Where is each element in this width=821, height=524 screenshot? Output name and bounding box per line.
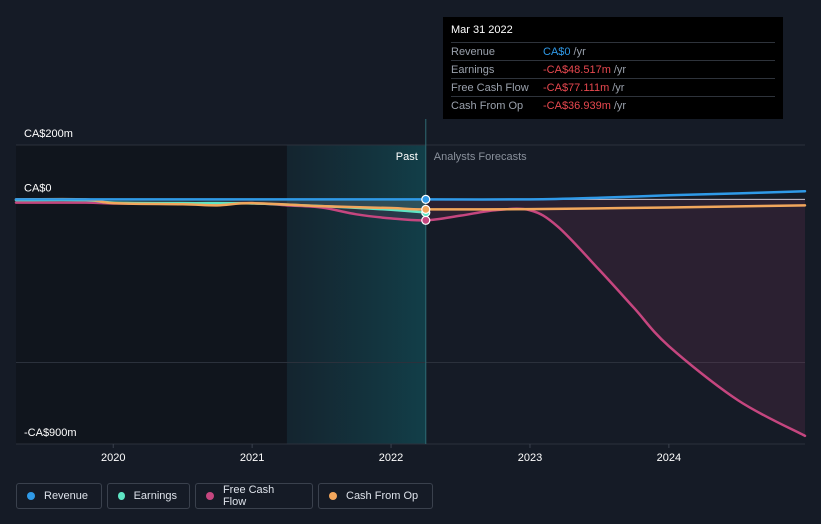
revenue-marker <box>421 194 431 204</box>
revenue-line <box>14 189 807 201</box>
x-tick-label: 2023 <box>518 452 542 464</box>
legend-item-free-cash-flow[interactable]: Free Cash Flow <box>195 483 313 509</box>
past-highlight-region <box>286 145 426 444</box>
tooltip-row-value: -CA$36.939m <box>543 99 611 112</box>
tooltip-row-unit: /yr <box>613 99 627 112</box>
legend-item-revenue[interactable]: Revenue <box>16 483 102 509</box>
tooltip-row-free-cash-flow: Free Cash Flow -CA$77.111m /yr <box>451 78 775 96</box>
tooltip-row-unit: /yr <box>573 45 586 58</box>
legend-dot-free-cash-flow <box>206 492 214 500</box>
tooltip-row-unit: /yr <box>613 63 627 76</box>
tooltip-row-label: Revenue <box>451 45 496 58</box>
tooltip-row-label: Cash From Op <box>451 99 524 112</box>
tooltip-row-earnings: Earnings -CA$48.517m /yr <box>451 60 775 78</box>
tooltip-row-label: Free Cash Flow <box>451 81 529 94</box>
legend-item-earnings[interactable]: Earnings <box>107 483 190 509</box>
y-tick-label: -CA$900m <box>24 427 77 439</box>
tooltip-row-cash-from-op: Cash From Op -CA$36.939m /yr <box>451 96 775 114</box>
tooltip-row-value: -CA$48.517m <box>543 63 611 76</box>
tooltip: Mar 31 2022 Revenue CA$0 /yr Earnings -C… <box>443 17 783 119</box>
forecast-label: Analysts Forecasts <box>434 151 527 163</box>
x-tick-label: 2024 <box>657 452 681 464</box>
legend-item-cash-from-op[interactable]: Cash From Op <box>318 483 433 509</box>
free-cash-flow-marker <box>421 215 431 225</box>
tooltip-row-unit: /yr <box>612 81 625 94</box>
past-dark-region <box>16 145 287 444</box>
legend-dot-cash-from-op <box>329 492 337 500</box>
tooltip-row-revenue: Revenue CA$0 /yr <box>451 42 775 60</box>
legend-label: Cash From Op <box>346 490 419 502</box>
y-tick-label: CA$0 <box>24 182 52 194</box>
tooltip-row-value: CA$0 <box>543 45 571 58</box>
x-tick-label: 2021 <box>240 452 264 464</box>
tooltip-date: Mar 31 2022 <box>451 24 513 36</box>
free-cash-flow-area <box>16 199 805 436</box>
past-label: Past <box>396 151 418 163</box>
legend-label: Free Cash Flow <box>222 484 275 508</box>
cash-from-op-marker <box>421 204 431 215</box>
cash-from-op-line <box>14 197 807 211</box>
x-tick-label: 2020 <box>101 452 125 464</box>
legend-dot-earnings <box>118 492 125 500</box>
y-tick-label: CA$200m <box>24 128 73 140</box>
legend-label: Revenue <box>44 490 89 502</box>
legend-label: Earnings <box>133 490 177 502</box>
line-chart: CA$200m CA$0 -CA$900m 2020 2021 2022 2023 2024 P… <box>14 119 807 464</box>
legend: Revenue Earnings Free Cash Flow Cash Fro… <box>16 483 433 511</box>
tooltip-row-value: -CA$77.111m <box>543 81 610 94</box>
legend-dot-revenue <box>27 492 35 500</box>
tooltip-row-label: Earnings <box>451 63 495 76</box>
x-tick-label: 2022 <box>379 452 403 464</box>
